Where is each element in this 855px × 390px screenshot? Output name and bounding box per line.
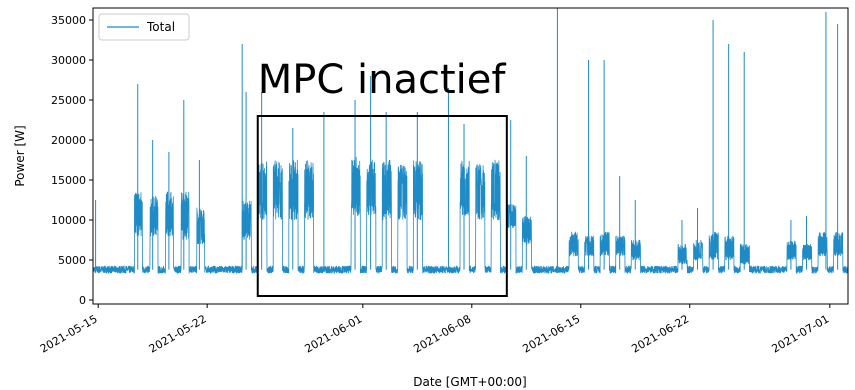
x-tick-label: 2021-05-22 [147, 312, 209, 355]
x-tick-label: 2021-06-08 [411, 312, 473, 355]
annotation-box [256, 115, 508, 297]
y-tick-label: 0 [79, 294, 86, 307]
y-axis-ticks: 0 5000 10000 15000 20000 25000 30000 35000 [51, 14, 93, 307]
y-tick-label: 35000 [51, 14, 86, 27]
y-tick-label: 20000 [51, 134, 86, 147]
x-tick-label: 2021-05-15 [38, 312, 100, 355]
series-line-total [92, 156, 849, 274]
x-tick-label: 2021-06-01 [302, 312, 364, 355]
y-tick-label: 5000 [58, 254, 86, 267]
x-axis-title: Date [GMT+00:00] [413, 375, 526, 389]
y-tick-label: 10000 [51, 214, 86, 227]
legend: Total [98, 13, 190, 41]
y-axis-title: Power [W] [13, 125, 27, 186]
annotation-label: MPC inactief [258, 57, 507, 103]
x-axis-ticks: 2021-05-15 2021-05-22 2021-06-01 2021-06-08… [38, 304, 831, 356]
plot-frame [92, 7, 849, 305]
legend-frame [98, 13, 190, 41]
x-tick-label: 2021-06-15 [520, 312, 582, 355]
y-tick-label: 15000 [51, 174, 86, 187]
y-tick-label: 25000 [51, 94, 86, 107]
y-tick-label: 30000 [51, 54, 86, 67]
x-tick-label: 2021-07-01 [769, 312, 831, 355]
legend-label-total: Total [146, 20, 175, 34]
x-tick-label: 2021-06-22 [629, 312, 691, 355]
